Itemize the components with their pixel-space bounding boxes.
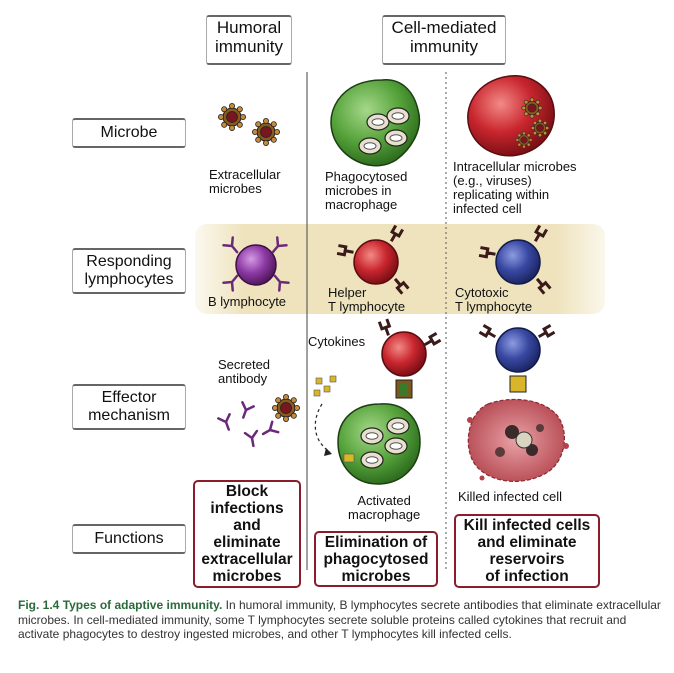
label-killed-cell: Killed infected cell [458,489,563,504]
row-label-functions: Functions [72,524,186,554]
label-activated-macrophage: Activated macrophage [348,493,421,522]
row-label-microbe: Microbe [72,118,186,148]
header-humoral: Humoral immunity [206,15,292,65]
row-label-responding: Responding lymphocytes [72,248,186,294]
label-cytokines: Cytokines [308,334,366,349]
label-secreted-antibody: Secreted antibody [218,357,271,386]
label-extracellular: Extracellular microbes [209,167,281,196]
header-humoral-text: Humoral immunity [214,18,283,56]
cytokine-icon [313,375,337,456]
effector-helper-t-icon [378,318,441,399]
label-helper-t: Helper T lymphocyte [328,285,406,314]
effector-cytotoxic-t-icon [479,324,555,393]
caption-text: In humoral immunity, B lymphocytes secre… [18,598,661,641]
macrophage-icon [330,79,421,167]
extracellular-microbe-icon [217,102,281,147]
row-label-responding-text: Responding lymphocytes [84,253,174,288]
figure-caption: Fig. 1.4 Types of adaptive immunity. In … [18,598,662,642]
row-label-microbe-text: Microbe [100,124,158,141]
function-phagocytes-text: Elimination of phagocytosed microbes [323,533,429,585]
row-label-effector-text: Effector mechanism [88,389,170,424]
function-box-phagocytes: Elimination of phagocytosed microbes [314,531,438,587]
cytotoxic-t-icon [479,225,551,295]
row-label-effector: Effector mechanism [72,384,186,430]
killed-cell-icon [467,398,569,482]
label-b-lymphocyte: B lymphocyte [208,294,287,309]
activated-macrophage-icon [337,403,421,485]
function-cytotoxic-text: Kill infected cells and eliminate reserv… [463,517,591,585]
helper-t-icon [337,225,409,295]
function-box-cytotoxic: Kill infected cells and eliminate reserv… [454,514,600,588]
label-phagocytosed: Phagocytosed microbes in macrophage [325,169,408,212]
header-cell-mediated-text: Cell-mediated immunity [391,18,497,56]
caption-fig-number: Fig. 1.4 [18,598,60,612]
header-cell-mediated: Cell-mediated immunity [382,15,506,65]
label-intracellular: Intracellular microbes (e.g., viruses) r… [453,159,577,216]
secreted-antibody-icon [217,393,301,449]
function-humoral-text: Block infections and eliminate extracell… [201,483,293,585]
row-label-functions-text: Functions [94,530,164,547]
caption-title: Types of adaptive immunity. [62,598,223,612]
label-cytotoxic-t: Cytotoxic T lymphocyte [455,285,533,314]
function-box-humoral: Block infections and eliminate extracell… [193,480,301,588]
b-lymphocyte-icon [222,236,290,292]
infected-cell-icon [467,75,555,157]
